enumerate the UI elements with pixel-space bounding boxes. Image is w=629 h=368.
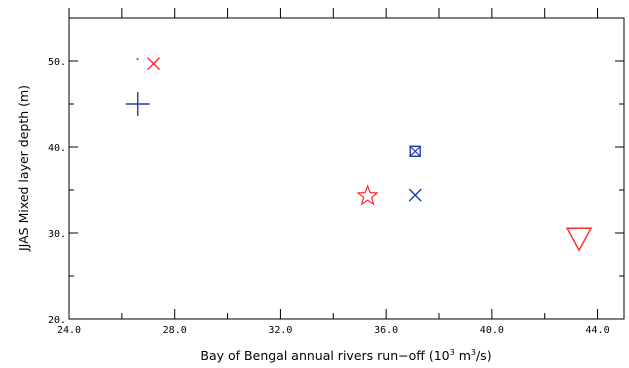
data-point-boxed-x (409, 145, 421, 158)
y-tick-label: 30. (48, 229, 66, 240)
data-point-x (147, 57, 161, 71)
data-point-dot (136, 58, 139, 60)
axis-ticks (68, 8, 624, 320)
y-tick-label: 40. (48, 143, 66, 154)
x-tick-label: 44.0 (586, 325, 610, 336)
x-tick-label: 24.0 (57, 325, 81, 336)
x-tick-label: 36.0 (374, 325, 398, 336)
y-tick-label: 20. (48, 315, 66, 326)
y-tick-label: 50. (48, 57, 66, 68)
x-tick-label: 40.0 (480, 325, 504, 336)
x-tick-labels: 24.0 28.0 32.0 36.0 40.0 44.0 (57, 325, 610, 336)
x-tick-label: 32.0 (268, 325, 292, 336)
y-axis-title: JJAS Mixed layer depth (m) (16, 85, 31, 252)
y-tick-labels: 20. 30. 40. 50. (48, 57, 66, 326)
data-point-plus (125, 92, 150, 116)
x-axis-title: Bay of Bengal annual rivers run−off (103… (200, 348, 491, 363)
data-points (125, 57, 593, 252)
data-point-x (408, 188, 422, 202)
data-point-star (356, 184, 379, 206)
plot-frame (68, 17, 625, 320)
x-tick-label: 28.0 (163, 325, 187, 336)
data-point-triangle-down (565, 227, 593, 252)
